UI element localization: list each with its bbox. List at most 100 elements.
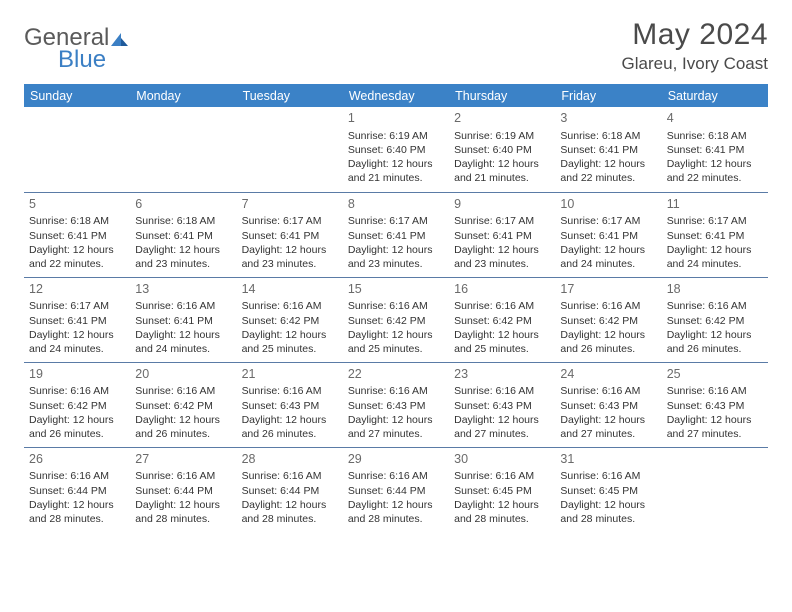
calendar-day-cell: 7Sunrise: 6:17 AMSunset: 6:41 PMDaylight…: [237, 192, 343, 277]
day-info: Sunrise: 6:19 AMSunset: 6:40 PMDaylight:…: [348, 129, 444, 186]
day-number: 18: [667, 281, 763, 298]
day-info: Sunrise: 6:17 AMSunset: 6:41 PMDaylight:…: [348, 214, 444, 271]
calendar-day-cell: 30Sunrise: 6:16 AMSunset: 6:45 PMDayligh…: [449, 447, 555, 532]
day-info: Sunrise: 6:17 AMSunset: 6:41 PMDaylight:…: [560, 214, 656, 271]
calendar-week-row: 1 Sunrise: 6:19 AMSunset: 6:40 PMDaylight…: [24, 107, 768, 192]
day-info: Sunrise: 6:18 AMSunset: 6:41 PMDaylight:…: [135, 214, 231, 271]
day-number: 25: [667, 366, 763, 383]
day-header: Friday: [555, 84, 661, 107]
day-info: Sunrise: 6:16 AMSunset: 6:43 PMDaylight:…: [454, 384, 550, 441]
day-number: 15: [348, 281, 444, 298]
day-number: 12: [29, 281, 125, 298]
day-info: Sunrise: 6:16 AMSunset: 6:42 PMDaylight:…: [454, 299, 550, 356]
day-info: Sunrise: 6:19 AMSunset: 6:40 PMDaylight:…: [454, 129, 550, 186]
day-info: Sunrise: 6:16 AMSunset: 6:45 PMDaylight:…: [454, 469, 550, 526]
day-number: 8: [348, 196, 444, 213]
calendar-day-cell: 27Sunrise: 6:16 AMSunset: 6:44 PMDayligh…: [130, 447, 236, 532]
day-header: Saturday: [662, 84, 768, 107]
day-info: Sunrise: 6:16 AMSunset: 6:43 PMDaylight:…: [348, 384, 444, 441]
calendar-day-cell: 5Sunrise: 6:18 AMSunset: 6:41 PMDaylight…: [24, 192, 130, 277]
calendar-day-cell: 26Sunrise: 6:16 AMSunset: 6:44 PMDayligh…: [24, 447, 130, 532]
day-info: Sunrise: 6:16 AMSunset: 6:43 PMDaylight:…: [242, 384, 338, 441]
day-info: Sunrise: 6:16 AMSunset: 6:44 PMDaylight:…: [242, 469, 338, 526]
day-info: Sunrise: 6:18 AMSunset: 6:41 PMDaylight:…: [29, 214, 125, 271]
day-info: Sunrise: 6:16 AMSunset: 6:44 PMDaylight:…: [348, 469, 444, 526]
day-info: Sunrise: 6:16 AMSunset: 6:42 PMDaylight:…: [667, 299, 763, 356]
day-header: Sunday: [24, 84, 130, 107]
day-number: 1: [348, 110, 444, 127]
month-title: May 2024: [622, 18, 768, 52]
calendar-day-cell: [24, 107, 130, 192]
calendar-day-cell: 12Sunrise: 6:17 AMSunset: 6:41 PMDayligh…: [24, 277, 130, 362]
calendar-week-row: 5Sunrise: 6:18 AMSunset: 6:41 PMDaylight…: [24, 192, 768, 277]
calendar-page: GeneralBlue May 2024 Glareu, Ivory Coast…: [0, 0, 792, 550]
day-number: 17: [560, 281, 656, 298]
calendar-day-cell: 16Sunrise: 6:16 AMSunset: 6:42 PMDayligh…: [449, 277, 555, 362]
logo: GeneralBlue: [24, 18, 130, 74]
day-info: Sunrise: 6:16 AMSunset: 6:43 PMDaylight:…: [667, 384, 763, 441]
day-number: 3: [560, 110, 656, 127]
day-number: 27: [135, 451, 231, 468]
calendar-day-cell: 15Sunrise: 6:16 AMSunset: 6:42 PMDayligh…: [343, 277, 449, 362]
calendar-header-row: SundayMondayTuesdayWednesdayThursdayFrid…: [24, 84, 768, 107]
logo-triangle-icon: [110, 31, 130, 52]
calendar-day-cell: [130, 107, 236, 192]
calendar-day-cell: 28Sunrise: 6:16 AMSunset: 6:44 PMDayligh…: [237, 447, 343, 532]
day-number: 19: [29, 366, 125, 383]
calendar-week-row: 12Sunrise: 6:17 AMSunset: 6:41 PMDayligh…: [24, 277, 768, 362]
calendar-day-cell: 14Sunrise: 6:16 AMSunset: 6:42 PMDayligh…: [237, 277, 343, 362]
day-number: 30: [454, 451, 550, 468]
day-number: 5: [29, 196, 125, 213]
day-number: 29: [348, 451, 444, 468]
header: GeneralBlue May 2024 Glareu, Ivory Coast: [24, 18, 768, 74]
day-number: 11: [667, 196, 763, 213]
day-header: Thursday: [449, 84, 555, 107]
day-info: Sunrise: 6:17 AMSunset: 6:41 PMDaylight:…: [29, 299, 125, 356]
calendar-day-cell: 23Sunrise: 6:16 AMSunset: 6:43 PMDayligh…: [449, 362, 555, 447]
day-header: Monday: [130, 84, 236, 107]
calendar-day-cell: 18Sunrise: 6:16 AMSunset: 6:42 PMDayligh…: [662, 277, 768, 362]
calendar-day-cell: 19Sunrise: 6:16 AMSunset: 6:42 PMDayligh…: [24, 362, 130, 447]
calendar-day-cell: 13Sunrise: 6:16 AMSunset: 6:41 PMDayligh…: [130, 277, 236, 362]
location-text: Glareu, Ivory Coast: [622, 54, 768, 74]
calendar-day-cell: 24Sunrise: 6:16 AMSunset: 6:43 PMDayligh…: [555, 362, 661, 447]
calendar-day-cell: [237, 107, 343, 192]
day-number: 6: [135, 196, 231, 213]
day-info: Sunrise: 6:18 AMSunset: 6:41 PMDaylight:…: [560, 129, 656, 186]
day-info: Sunrise: 6:16 AMSunset: 6:42 PMDaylight:…: [242, 299, 338, 356]
day-number: 22: [348, 366, 444, 383]
day-header: Wednesday: [343, 84, 449, 107]
day-number: 24: [560, 366, 656, 383]
calendar-day-cell: 20Sunrise: 6:16 AMSunset: 6:42 PMDayligh…: [130, 362, 236, 447]
calendar-day-cell: 17Sunrise: 6:16 AMSunset: 6:42 PMDayligh…: [555, 277, 661, 362]
calendar-week-row: 19Sunrise: 6:16 AMSunset: 6:42 PMDayligh…: [24, 362, 768, 447]
calendar-day-cell: 1 Sunrise: 6:19 AMSunset: 6:40 PMDaylight…: [343, 107, 449, 192]
day-number: 31: [560, 451, 656, 468]
calendar-day-cell: 22Sunrise: 6:16 AMSunset: 6:43 PMDayligh…: [343, 362, 449, 447]
day-number: 26: [29, 451, 125, 468]
day-number: 16: [454, 281, 550, 298]
calendar-day-cell: 3 Sunrise: 6:18 AMSunset: 6:41 PMDaylight…: [555, 107, 661, 192]
calendar-day-cell: 11Sunrise: 6:17 AMSunset: 6:41 PMDayligh…: [662, 192, 768, 277]
day-info: Sunrise: 6:18 AMSunset: 6:41 PMDaylight:…: [667, 129, 763, 186]
calendar-day-cell: 2 Sunrise: 6:19 AMSunset: 6:40 PMDaylight…: [449, 107, 555, 192]
day-info: Sunrise: 6:17 AMSunset: 6:41 PMDaylight:…: [242, 214, 338, 271]
day-info: Sunrise: 6:17 AMSunset: 6:41 PMDaylight:…: [454, 214, 550, 271]
day-info: Sunrise: 6:16 AMSunset: 6:42 PMDaylight:…: [560, 299, 656, 356]
calendar-day-cell: 6Sunrise: 6:18 AMSunset: 6:41 PMDaylight…: [130, 192, 236, 277]
day-number: 4: [667, 110, 763, 127]
day-number: 2: [454, 110, 550, 127]
day-number: 10: [560, 196, 656, 213]
calendar-day-cell: 8Sunrise: 6:17 AMSunset: 6:41 PMDaylight…: [343, 192, 449, 277]
calendar-day-cell: [662, 447, 768, 532]
day-info: Sunrise: 6:16 AMSunset: 6:44 PMDaylight:…: [135, 469, 231, 526]
calendar-day-cell: 9Sunrise: 6:17 AMSunset: 6:41 PMDaylight…: [449, 192, 555, 277]
calendar-day-cell: 25Sunrise: 6:16 AMSunset: 6:43 PMDayligh…: [662, 362, 768, 447]
day-header: Tuesday: [237, 84, 343, 107]
day-info: Sunrise: 6:16 AMSunset: 6:45 PMDaylight:…: [560, 469, 656, 526]
calendar-day-cell: 21Sunrise: 6:16 AMSunset: 6:43 PMDayligh…: [237, 362, 343, 447]
day-info: Sunrise: 6:16 AMSunset: 6:41 PMDaylight:…: [135, 299, 231, 356]
day-number: 21: [242, 366, 338, 383]
calendar-table: SundayMondayTuesdayWednesdayThursdayFrid…: [24, 84, 768, 532]
day-number: 23: [454, 366, 550, 383]
